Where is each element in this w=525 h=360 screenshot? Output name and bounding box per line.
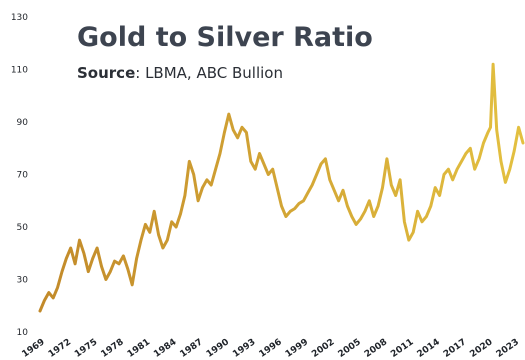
y-tick-label: 50 [17, 223, 29, 233]
x-tick-label: 1999 [284, 337, 310, 360]
x-tick-label: 1969 [20, 337, 46, 360]
x-tick-label: 2020 [468, 337, 494, 360]
x-tick-label: 1996 [258, 337, 284, 360]
x-tick-label: 2011 [389, 337, 415, 360]
y-tick-label: 110 [11, 66, 28, 76]
x-tick-label: 1978 [99, 337, 125, 360]
x-tick-label: 2005 [337, 337, 363, 360]
x-tick-label: 2023 [495, 337, 521, 360]
chart-subtitle: Source: LBMA, ABC Bullion [77, 64, 283, 82]
x-tick-label: 2002 [310, 337, 336, 360]
chart-title: Gold to Silver Ratio [77, 22, 373, 53]
y-tick-label: 130 [11, 13, 28, 23]
y-tick-label: 10 [17, 328, 29, 338]
source-label: Source [77, 64, 135, 82]
x-tick-label: 1975 [73, 337, 99, 360]
x-tick-label: 2017 [442, 337, 468, 360]
x-tick-label: 2014 [416, 337, 442, 360]
y-tick-label: 70 [17, 171, 29, 181]
x-tick-label: 1993 [231, 337, 257, 360]
ratio-line [38, 62, 525, 313]
x-tick-label: 2008 [363, 337, 389, 360]
source-text: : LBMA, ABC Bullion [135, 64, 283, 82]
x-axis: 1969 1972 1975 1978 1981 1984 1987 1990 1993 1996… [20, 337, 520, 360]
x-tick-label: 1990 [205, 337, 231, 360]
x-tick-label: 1981 [126, 337, 152, 360]
x-tick-label: 1972 [47, 337, 73, 360]
y-tick-label: 30 [17, 276, 29, 286]
x-tick-label: 1984 [152, 337, 178, 360]
x-tick-label: 1987 [179, 337, 205, 360]
y-tick-label: 90 [17, 118, 29, 128]
y-axis: 10 30 50 70 90 110 130 [11, 13, 28, 338]
